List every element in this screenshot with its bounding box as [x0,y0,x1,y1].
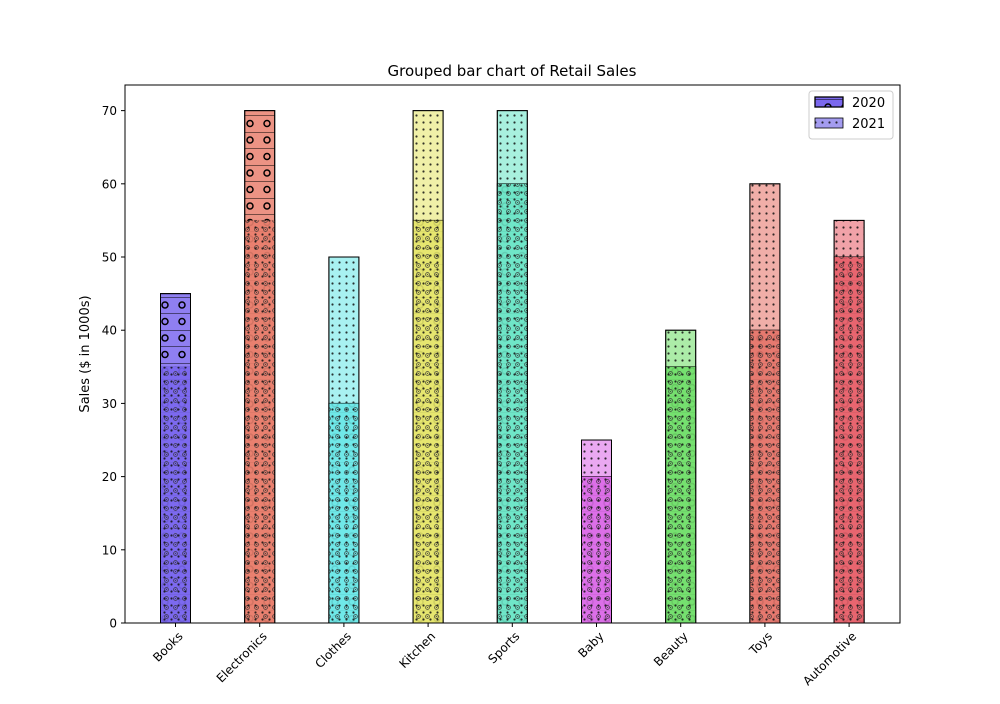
y-axis-label: Sales ($ in 1000s) [78,295,93,412]
y-tick-label: 30 [102,397,117,411]
bar-overlap-dots [581,476,612,623]
y-tick-label: 70 [102,104,117,118]
plot-frame [124,84,901,624]
y-axis: 0 10 20 30 40 50 60 70 [102,104,125,631]
x-tick-label: Electronics [214,629,270,685]
x-tick-label: Kitchen [396,629,438,671]
legend-swatch-edge [814,117,844,129]
legend: 2020 2021 [808,90,894,140]
x-tick-label: Baby [575,629,606,660]
bar-overlap-dots [834,257,865,623]
legend-swatch-hatch [815,97,843,107]
x-axis: Books Electronics Clothes Kitchen Sports Baby… [150,623,859,688]
bar-overlap-dots [244,220,275,623]
x-tick-label: Automotive [800,629,859,688]
bar-overlap-dots [665,366,696,623]
bars-layer [160,110,865,624]
y-tick-label: 20 [102,470,117,484]
y-tick-label: 60 [102,177,117,191]
legend-swatch-edge [814,96,844,108]
legend-label: 2021 [852,117,885,132]
y-tick-label: 0 [109,617,117,631]
y-tick-label: 50 [102,251,117,265]
bar-overlap-dots [328,403,359,623]
chart-title: Grouped bar chart of Retail Sales [388,62,637,80]
bar-overlap-dots [160,366,191,623]
x-tick-label: Toys [746,629,775,658]
x-tick-label: Books [150,629,185,664]
bar-overlap-dots [497,183,528,623]
x-tick-label: Beauty [651,629,691,669]
y-tick-label: 40 [102,324,117,338]
x-tick-label: Sports [485,629,522,666]
legend-swatch-hatch [815,118,843,128]
x-tick-label: Clothes [312,629,354,671]
y-tick-label: 10 [102,543,117,557]
bar-overlap-dots [749,330,780,623]
bar-overlap-dots [413,220,444,623]
legend-label: 2020 [852,96,885,111]
